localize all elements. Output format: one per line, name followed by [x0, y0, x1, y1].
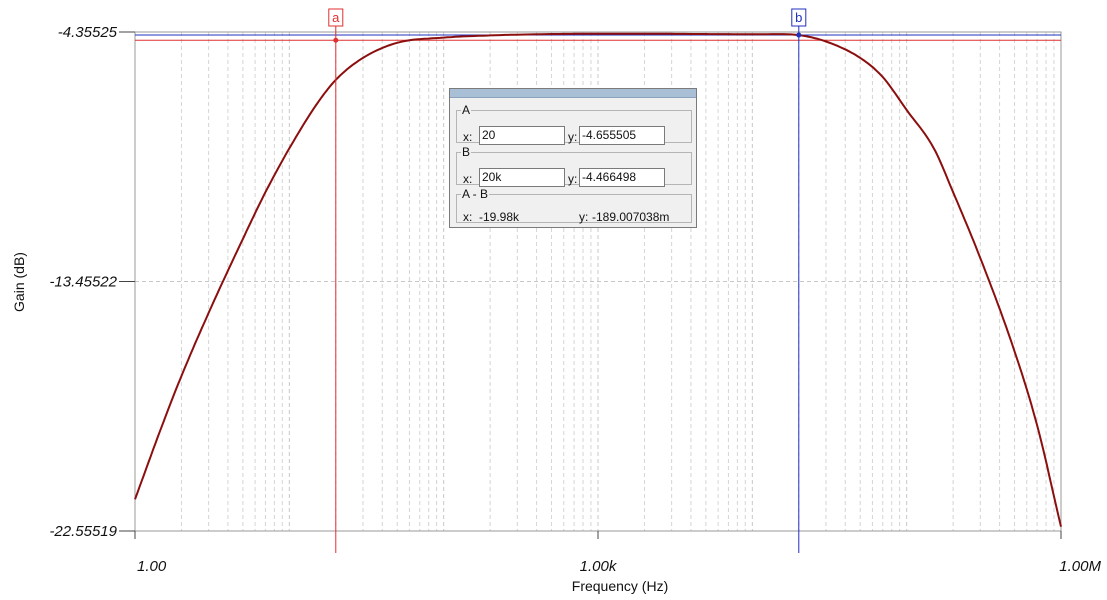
cursor-b-point: [796, 32, 802, 38]
cursor-diff-y-value: -189.007038m: [592, 210, 670, 224]
series-group: [134, 32, 1062, 527]
x-axis-title: Frequency (Hz): [572, 578, 668, 594]
cursor-a-x-label: x:: [463, 130, 473, 144]
cursor-b-y-field[interactable]: -4.466498: [579, 168, 665, 187]
cursor-a-x-field[interactable]: 20: [479, 126, 565, 145]
cursor-a-section: A x: 20 y: -4.655505: [456, 103, 692, 145]
grid-lines: [135, 32, 1061, 531]
cursor-b-y-label: y:: [568, 172, 578, 186]
cursor-diff-x-label: x:: [463, 210, 473, 224]
y-tick-label: -4.35525: [58, 24, 118, 41]
cursor-panel-titlebar[interactable]: [450, 89, 696, 98]
cursor-level-lines: [135, 34, 1061, 41]
cursor-a-legend: A: [462, 103, 471, 117]
y-tick-label: -13.45522: [49, 274, 117, 291]
x-tick-label: 1.00: [137, 558, 167, 575]
cursor-diff-legend: A - B: [462, 187, 489, 201]
gain-series-line: [134, 32, 1062, 527]
cursor-a-y-label: y:: [568, 130, 578, 144]
cursor-a-y-field[interactable]: -4.655505: [579, 126, 665, 145]
cursor-diff-x-value: -19.98k: [479, 210, 520, 224]
cursor-b-x-label: x:: [463, 172, 473, 186]
cursor-diff-section: A - B x: -19.98k y: -189.007038m: [456, 187, 692, 224]
cursor-a-point: [333, 37, 339, 43]
x-tick-label: 1.00M: [1059, 558, 1101, 575]
cursor-b-section: B x: 20k y: -4.466498: [456, 145, 692, 187]
y-axis-title: Gain (dB): [11, 252, 27, 312]
x-tick-label: 1.00k: [580, 558, 618, 575]
cursor-b-tag: [791, 8, 807, 27]
tick-labels: -4.35525 -13.45522 -22.55519 1.00 1.00k 1.00M: [49, 24, 1101, 575]
y-tick-label: -22.55519: [49, 523, 117, 540]
cursor-a-tag: [328, 8, 344, 27]
cursor-a-tag-label: a: [332, 10, 340, 25]
cursor-b-tag-label: b: [795, 10, 802, 25]
cursor-readout-panel[interactable]: A x: 20 y: -4.655505 B x: 20k y: -4.4664…: [449, 88, 697, 228]
cursor-b-x-field[interactable]: 20k: [479, 168, 565, 187]
cursor-b-legend: B: [462, 145, 471, 159]
cursor-diff-y-label: y:: [579, 210, 589, 224]
